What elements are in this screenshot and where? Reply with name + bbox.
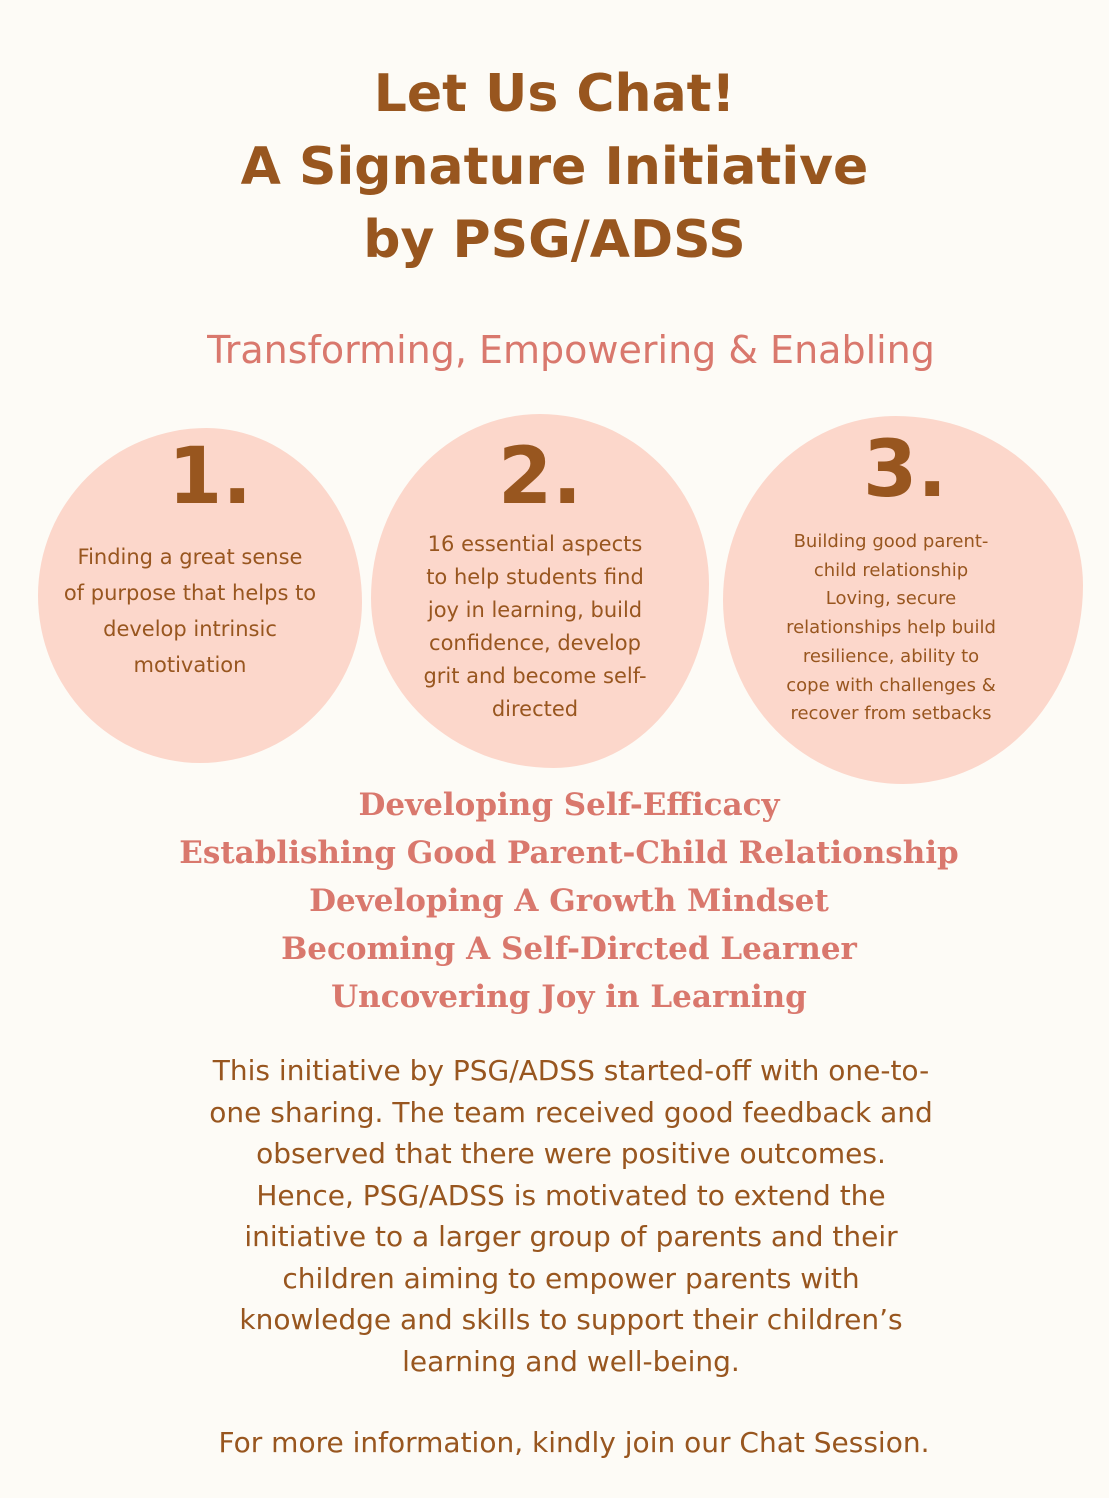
point-3-line: recover from setbacks (790, 703, 992, 725)
title-line: by PSG/ADSS (363, 210, 746, 270)
theme-item: Developing A Growth Mindset (309, 883, 829, 919)
point-1-line: develop intrinsic (103, 617, 277, 641)
description-line: one sharing. The team received good feed… (209, 1095, 933, 1129)
point-3-line: resilience, ability to (802, 645, 980, 667)
theme-item: Developing Self-Efficacy (358, 787, 780, 823)
point-2-line: grit and become self- (423, 664, 647, 688)
point-2-number: 2. (498, 432, 582, 522)
point-3-line: Loving, secure (825, 588, 957, 610)
point-2-line: to help students find (426, 565, 644, 589)
description-line: initiative to a larger group of parents … (244, 1220, 898, 1253)
theme-item: Becoming A Self-Dircted Learner (281, 931, 857, 967)
point-1-blob (38, 428, 362, 763)
point-2-line: directed (491, 697, 579, 721)
point-3-line: child relationship (813, 559, 969, 581)
point-3-number: 3. (863, 425, 947, 515)
point-1-line: motivation (133, 653, 247, 677)
description-line: Hence, PSG/ADSS is motivated to extend t… (256, 1178, 886, 1212)
description-line: learning and well-being. (402, 1344, 740, 1378)
subtitle: Transforming, Empowering & Enabling (207, 328, 935, 372)
point-1-number: 1. (168, 432, 252, 522)
theme-item: Establishing Good Parent-Child Relations… (179, 835, 959, 871)
point-1-line: of purpose that helps to (63, 581, 317, 605)
point-2-line: joy in learning, build (427, 598, 643, 622)
point-3-blob (723, 416, 1083, 784)
point-3-line: relationships help build (786, 617, 996, 639)
point-3-text: Building good parent- child relationship… (723, 528, 1059, 729)
title-line: Let Us Chat! (373, 64, 736, 124)
point-3-line: Building good parent- (793, 531, 989, 552)
theme-item: Uncovering Joy in Learning (331, 979, 807, 1015)
point-1-text: Finding a great sense of purpose that he… (38, 539, 342, 683)
title-line: A Signature Initiative (240, 137, 869, 197)
description-line: children aiming to empower parents with (282, 1261, 860, 1295)
themes-list: Developing Self-Efficacy Establishing Go… (0, 781, 1109, 1021)
description-line: observed that there were positive outcom… (256, 1137, 886, 1170)
point-1-line: Finding a great sense (77, 545, 303, 569)
point-2-text: 16 essential aspects to help students fi… (371, 528, 699, 726)
page-title: Let Us Chat! A Signature Initiative by P… (0, 58, 1109, 277)
point-3-line: cope with challenges & (786, 674, 996, 696)
description-line: knowledge and skills to support their ch… (239, 1303, 903, 1336)
point-2-line: confidence, develop (429, 631, 641, 655)
description-line: This initiative by PSG/ADSS started-off … (212, 1054, 930, 1087)
description-paragraph: This initiative by PSG/ADSS started-off … (0, 1050, 1109, 1382)
point-2-line: 16 essential aspects (427, 532, 643, 556)
point-2-blob (371, 414, 709, 768)
footer-note: For more information, kindly join our Ch… (218, 1426, 930, 1459)
